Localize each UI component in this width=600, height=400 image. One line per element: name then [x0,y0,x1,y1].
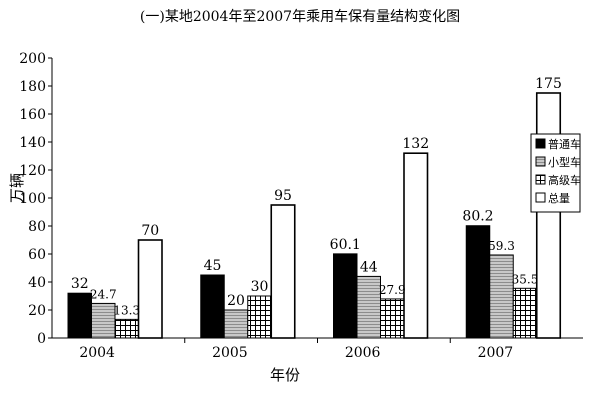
legend-label: 小型车 [548,155,581,169]
x-tick-label: 2004 [79,345,115,361]
bar [512,287,538,339]
bar [114,318,139,339]
y-tick-label: 0 [37,331,46,347]
y-tick-label: 180 [19,79,46,95]
x-axis-title: 年份 [270,366,300,384]
data-label: 32 [71,276,89,292]
chart-title: (一)某地2004年至2007年乘用车保有量结构变化图 [139,9,461,25]
x-axis: 2004 2005 2006 2007 [52,337,583,361]
y-axis-title: 万辆 [8,173,26,203]
legend-label: 总量 [548,191,570,205]
y-tick-label: 80 [28,219,46,235]
legend-swatch [535,192,546,203]
y-tick-label: 140 [19,135,46,151]
data-label: 60.1 [330,237,361,253]
bar [403,152,429,339]
y-tick-label: 20 [28,303,46,319]
bar [137,239,163,339]
bar [247,295,272,339]
data-label: 45 [204,258,222,274]
x-tick-label: 2006 [345,345,381,361]
y-tick-label: 120 [19,163,46,179]
bar [489,254,514,339]
legend-swatch [535,156,546,167]
x-tick-label: 2007 [478,345,514,361]
data-label: 132 [402,136,429,152]
legend-label: 普通车 [548,137,581,151]
y-tick-label: 200 [19,51,46,67]
data-label: 27.9 [379,283,406,297]
data-label: 24.7 [90,287,117,301]
bar [91,302,116,339]
y-tick-label: 160 [19,107,46,123]
bars [67,92,562,339]
data-label: 35.5 [512,272,539,286]
bar [333,253,358,339]
y-tick-label: 40 [28,275,46,291]
legend-swatch [535,138,546,149]
bar [223,309,249,339]
data-label: 13.3 [113,303,140,317]
bar [380,298,405,339]
data-label: 20 [227,293,245,309]
data-label: 175 [535,76,562,92]
y-axis: 0 20 40 60 80 100 120 140 160 180 200 [19,51,53,347]
x-tick-label: 2005 [212,345,248,361]
bar [356,275,381,339]
bar [270,204,296,339]
bar [200,274,225,339]
data-labels: 32 45 60.1 80.2 24.7 20 44 59.3 13.3 30 27.9 35.5 70… [71,76,562,317]
data-label: 30 [251,279,269,295]
data-label: 80.2 [462,209,493,225]
data-label: 95 [274,188,292,204]
data-label: 70 [141,223,159,239]
data-label: 59.3 [488,239,515,253]
bar [465,225,491,339]
data-label: 44 [360,259,378,275]
y-tick-label: 60 [28,247,46,263]
legend-swatch [535,174,546,185]
bar [535,92,562,339]
y-tick-label: 100 [19,191,46,207]
legend-label: 高级车 [548,173,581,187]
bar [67,292,92,339]
